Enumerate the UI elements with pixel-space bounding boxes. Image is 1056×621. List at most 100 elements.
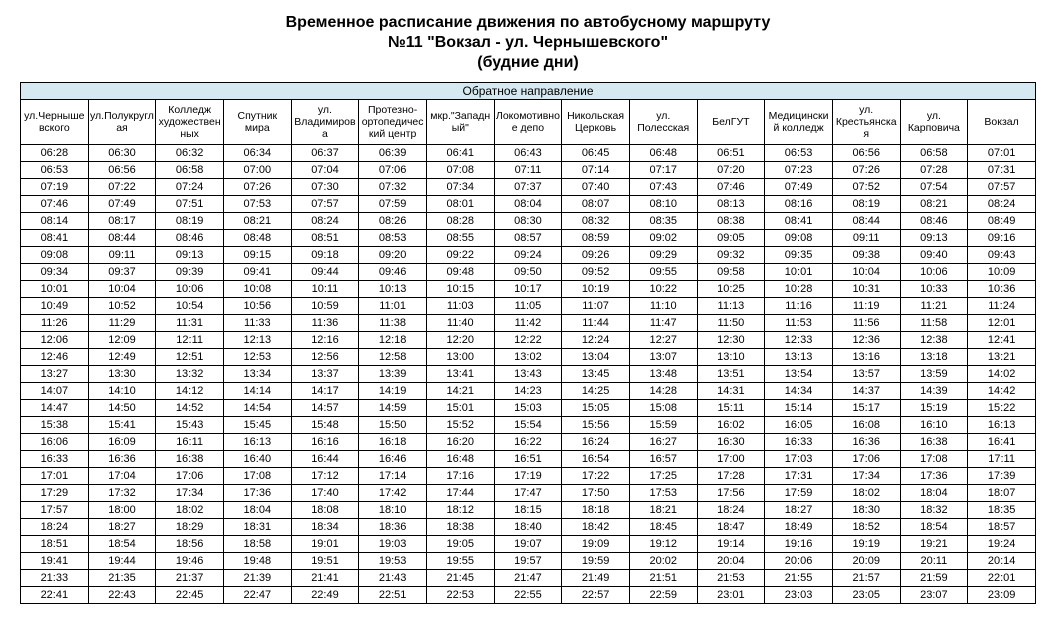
time-cell: 20:11 xyxy=(900,553,968,570)
stop-header: Никольская Церковь xyxy=(562,100,630,145)
time-cell: 16:05 xyxy=(765,417,833,434)
stop-header: ул.Полукруглая xyxy=(88,100,156,145)
time-cell: 16:06 xyxy=(21,434,89,451)
time-cell: 17:56 xyxy=(697,485,765,502)
time-cell: 18:45 xyxy=(629,519,697,536)
table-row: 17:0117:0417:0617:0817:1217:1417:1617:19… xyxy=(21,468,1036,485)
stop-header: ул. Владимирова xyxy=(291,100,359,145)
time-cell: 21:39 xyxy=(223,570,291,587)
time-cell: 07:08 xyxy=(426,162,494,179)
time-cell: 09:39 xyxy=(156,264,224,281)
time-cell: 18:42 xyxy=(562,519,630,536)
table-row: 07:1907:2207:2407:2607:3007:3207:3407:37… xyxy=(21,179,1036,196)
stop-header: ул.Чернышевского xyxy=(21,100,89,145)
time-cell: 09:08 xyxy=(765,230,833,247)
time-cell: 19:55 xyxy=(426,553,494,570)
time-cell: 14:37 xyxy=(832,383,900,400)
time-cell: 21:51 xyxy=(629,570,697,587)
time-cell: 19:01 xyxy=(291,536,359,553)
time-cell: 12:58 xyxy=(359,349,427,366)
time-cell: 10:09 xyxy=(968,264,1036,281)
time-cell: 13:04 xyxy=(562,349,630,366)
time-cell: 06:51 xyxy=(697,145,765,162)
time-cell: 09:48 xyxy=(426,264,494,281)
time-cell: 07:11 xyxy=(494,162,562,179)
time-cell: 15:11 xyxy=(697,400,765,417)
title-line-2: (будние дни) xyxy=(20,54,1036,72)
time-cell: 18:02 xyxy=(156,502,224,519)
stop-header: Медицинский колледж xyxy=(765,100,833,145)
time-cell: 10:54 xyxy=(156,298,224,315)
time-cell: 23:03 xyxy=(765,587,833,604)
time-cell: 17:34 xyxy=(832,468,900,485)
time-cell: 10:01 xyxy=(21,281,89,298)
time-cell: 17:12 xyxy=(291,468,359,485)
time-cell: 10:52 xyxy=(88,298,156,315)
time-cell: 19:03 xyxy=(359,536,427,553)
table-row: 14:4714:5014:5214:5414:5714:5915:0115:03… xyxy=(21,400,1036,417)
time-cell: 15:48 xyxy=(291,417,359,434)
time-cell: 18:35 xyxy=(968,502,1036,519)
time-cell: 16:36 xyxy=(832,434,900,451)
time-cell: 13:16 xyxy=(832,349,900,366)
time-cell: 10:33 xyxy=(900,281,968,298)
time-cell: 13:21 xyxy=(968,349,1036,366)
time-cell: 08:55 xyxy=(426,230,494,247)
time-cell: 18:15 xyxy=(494,502,562,519)
time-cell: 15:03 xyxy=(494,400,562,417)
table-row: 07:4607:4907:5107:5307:5707:5908:0108:04… xyxy=(21,196,1036,213)
time-cell: 19:12 xyxy=(629,536,697,553)
stop-header: ул. Карповича xyxy=(900,100,968,145)
time-cell: 09:11 xyxy=(88,247,156,264)
time-cell: 08:21 xyxy=(223,213,291,230)
stop-header: Спутник мира xyxy=(223,100,291,145)
time-cell: 10:08 xyxy=(223,281,291,298)
time-cell: 08:49 xyxy=(968,213,1036,230)
time-cell: 11:44 xyxy=(562,315,630,332)
time-cell: 09:58 xyxy=(697,264,765,281)
time-cell: 17:01 xyxy=(21,468,89,485)
time-cell: 18:02 xyxy=(832,485,900,502)
time-cell: 12:49 xyxy=(88,349,156,366)
time-cell: 09:16 xyxy=(968,230,1036,247)
time-cell: 17:36 xyxy=(900,468,968,485)
time-cell: 16:54 xyxy=(562,451,630,468)
time-cell: 18:29 xyxy=(156,519,224,536)
time-cell: 10:13 xyxy=(359,281,427,298)
time-cell: 17:16 xyxy=(426,468,494,485)
time-cell: 07:51 xyxy=(156,196,224,213)
time-cell: 06:56 xyxy=(832,145,900,162)
time-cell: 12:01 xyxy=(968,315,1036,332)
time-cell: 07:04 xyxy=(291,162,359,179)
time-cell: 17:19 xyxy=(494,468,562,485)
time-cell: 07:22 xyxy=(88,179,156,196)
stops-row: ул.Чернышевскогоул.ПолукруглаяКолледж ху… xyxy=(21,100,1036,145)
time-cell: 16:10 xyxy=(900,417,968,434)
time-cell: 07:54 xyxy=(900,179,968,196)
time-cell: 14:14 xyxy=(223,383,291,400)
time-cell: 15:17 xyxy=(832,400,900,417)
time-cell: 11:42 xyxy=(494,315,562,332)
time-cell: 14:17 xyxy=(291,383,359,400)
time-cell: 11:26 xyxy=(21,315,89,332)
time-cell: 16:57 xyxy=(629,451,697,468)
time-cell: 19:48 xyxy=(223,553,291,570)
time-cell: 18:04 xyxy=(223,502,291,519)
time-cell: 08:38 xyxy=(697,213,765,230)
time-cell: 16:24 xyxy=(562,434,630,451)
time-cell: 17:08 xyxy=(900,451,968,468)
time-cell: 07:30 xyxy=(291,179,359,196)
time-cell: 08:32 xyxy=(562,213,630,230)
time-cell: 18:34 xyxy=(291,519,359,536)
time-cell: 07:26 xyxy=(223,179,291,196)
time-cell: 14:10 xyxy=(88,383,156,400)
time-cell: 22:43 xyxy=(88,587,156,604)
time-cell: 10:17 xyxy=(494,281,562,298)
time-cell: 15:01 xyxy=(426,400,494,417)
time-cell: 08:51 xyxy=(291,230,359,247)
table-row: 06:5306:5606:5807:0007:0407:0607:0807:11… xyxy=(21,162,1036,179)
time-cell: 18:27 xyxy=(765,502,833,519)
time-cell: 13:45 xyxy=(562,366,630,383)
time-cell: 06:32 xyxy=(156,145,224,162)
time-cell: 09:41 xyxy=(223,264,291,281)
